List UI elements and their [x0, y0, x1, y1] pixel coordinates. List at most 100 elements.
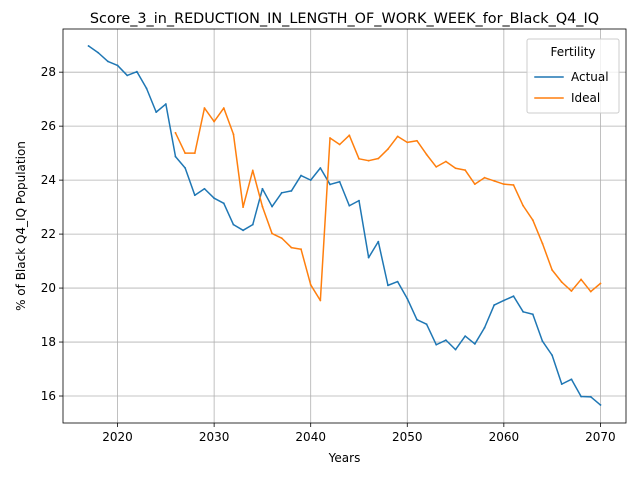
- data-point-actual: [348, 204, 351, 207]
- data-point-actual: [329, 183, 331, 186]
- x-tick-label: 2050: [392, 430, 423, 444]
- data-point-actual: [493, 304, 496, 306]
- data-point-ideal: [367, 159, 370, 162]
- series-line-actual: [87, 44, 602, 406]
- data-point-actual: [145, 87, 148, 90]
- data-point-ideal: [309, 283, 312, 286]
- data-point-ideal: [483, 176, 486, 179]
- data-point-actual: [425, 323, 428, 326]
- data-point-actual: [164, 103, 167, 105]
- data-point-ideal: [493, 180, 496, 182]
- x-axis-label: Years: [328, 451, 361, 465]
- data-point-ideal: [358, 157, 360, 160]
- data-point-ideal: [522, 204, 525, 207]
- data-point-actual: [300, 174, 302, 177]
- data-point-actual: [338, 180, 341, 183]
- data-point-ideal: [435, 166, 438, 168]
- data-point-ideal: [599, 282, 602, 285]
- data-point-actual: [502, 299, 505, 302]
- data-point-ideal: [502, 183, 505, 186]
- data-point-actual: [589, 395, 592, 398]
- x-tick-label: 2060: [489, 430, 520, 444]
- data-point-actual: [242, 229, 245, 232]
- data-point-actual: [135, 70, 138, 73]
- x-axis-ticks: 2020 2030 2040 2050 2060 2070: [102, 423, 616, 444]
- data-point-actual: [184, 167, 187, 169]
- y-axis-label: % of Black Q4_IQ Population: [14, 141, 28, 311]
- data-point-actual: [454, 348, 457, 351]
- data-point-ideal: [174, 131, 177, 134]
- data-point-actual: [126, 74, 129, 77]
- data-point-actual: [222, 202, 225, 205]
- data-point-actual: [232, 223, 235, 226]
- data-point-ideal: [512, 184, 515, 186]
- data-point-actual: [280, 191, 283, 194]
- data-point-actual: [319, 167, 322, 169]
- data-point-ideal: [251, 169, 254, 172]
- data-point-ideal: [329, 137, 331, 139]
- data-point-ideal: [531, 219, 534, 221]
- data-point-actual: [464, 335, 467, 338]
- y-tick-label: 28: [41, 65, 56, 79]
- data-point-actual: [599, 404, 602, 406]
- data-point-ideal: [570, 290, 573, 292]
- data-point-ideal: [232, 133, 235, 136]
- plot-area-frame: [62, 28, 627, 424]
- data-point-actual: [483, 326, 486, 329]
- chart-title: Score_3_in_REDUCTION_IN_LENGTH_OF_WORK_W…: [90, 11, 599, 27]
- x-tick-label: 2020: [102, 430, 133, 444]
- data-point-ideal: [290, 246, 293, 249]
- data-point-actual: [444, 339, 447, 342]
- data-point-ideal: [271, 232, 273, 235]
- data-point-ideal: [560, 281, 563, 284]
- data-point-actual: [290, 190, 293, 192]
- series-line-ideal: [174, 107, 602, 302]
- data-point-actual: [116, 64, 119, 67]
- data-point-ideal: [454, 167, 457, 170]
- data-point-actual: [87, 45, 90, 47]
- data-point-actual: [358, 199, 360, 202]
- data-point-actual: [512, 295, 515, 298]
- data-point-actual: [193, 194, 196, 197]
- data-point-actual: [522, 310, 525, 313]
- y-tick-label: 20: [41, 281, 56, 295]
- data-point-ideal: [406, 141, 409, 144]
- data-point-actual: [367, 256, 370, 259]
- data-point-actual: [416, 318, 418, 321]
- y-tick-label: 16: [41, 389, 56, 403]
- data-point-ideal: [261, 205, 264, 208]
- data-point-actual: [396, 280, 399, 283]
- data-point-ideal: [377, 157, 380, 160]
- data-point-ideal: [213, 120, 216, 123]
- y-tick-label: 26: [41, 119, 56, 133]
- data-point-ideal: [580, 278, 582, 281]
- legend-label-ideal: Ideal: [571, 91, 600, 105]
- data-point-actual: [97, 51, 100, 54]
- data-point-actual: [560, 383, 563, 386]
- x-tick-label: 2040: [295, 430, 326, 444]
- data-point-ideal: [396, 135, 399, 138]
- data-point-actual: [203, 187, 206, 190]
- data-point-ideal: [541, 242, 544, 245]
- data-point-actual: [435, 343, 438, 346]
- data-point-actual: [271, 205, 273, 208]
- data-point-actual: [309, 179, 312, 182]
- legend-title: Fertility: [550, 45, 595, 59]
- data-point-actual: [531, 313, 534, 316]
- data-point-ideal: [319, 299, 322, 302]
- data-point-ideal: [300, 248, 302, 251]
- data-point-ideal: [425, 153, 428, 156]
- data-point-ideal: [416, 139, 418, 142]
- data-point-ideal: [464, 169, 467, 172]
- data-point-actual: [213, 197, 216, 200]
- series-lines: [87, 44, 602, 406]
- data-point-actual: [387, 284, 389, 287]
- data-point-ideal: [242, 206, 245, 209]
- data-point-actual: [570, 378, 573, 381]
- legend: Fertility Actual Ideal: [526, 38, 620, 114]
- data-point-actual: [541, 340, 544, 343]
- data-point-ideal: [551, 269, 554, 271]
- data-point-ideal: [387, 148, 389, 150]
